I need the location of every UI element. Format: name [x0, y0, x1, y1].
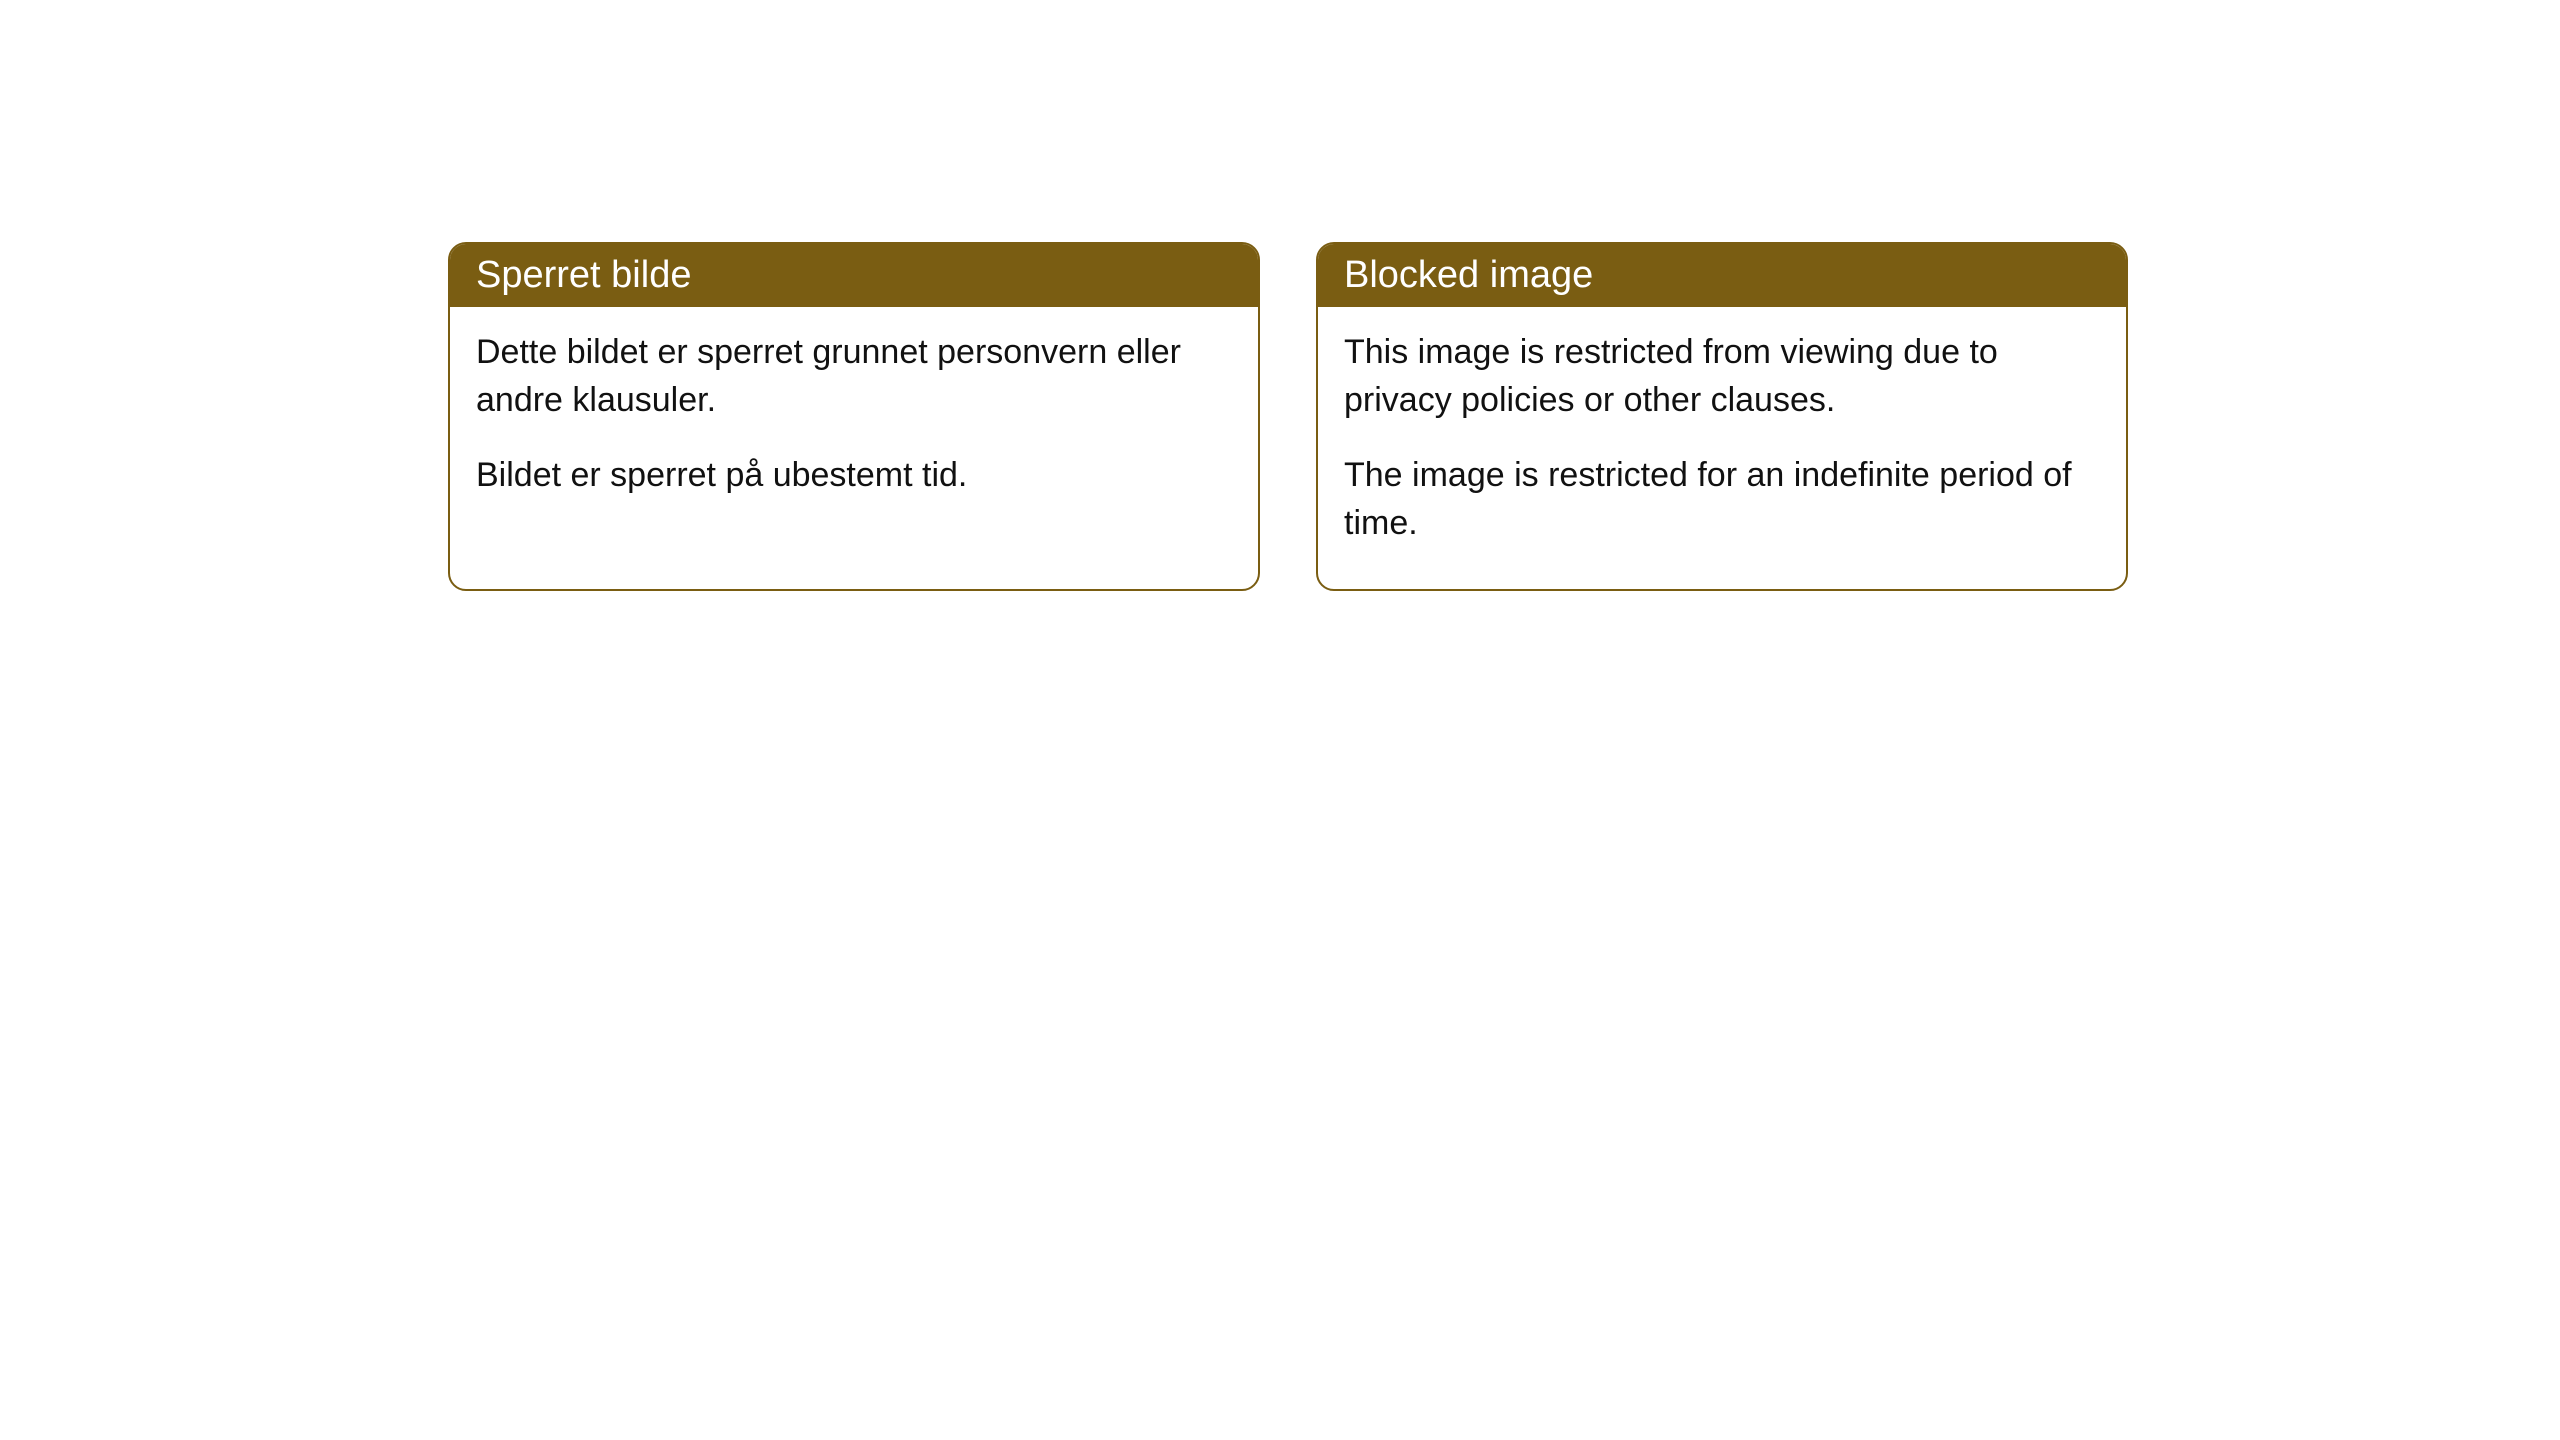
card-title: Sperret bilde [476, 254, 691, 296]
cards-container: Sperret bilde Dette bildet er sperret gr… [0, 0, 2560, 591]
card-paragraph-2: Bildet er sperret på ubestemt tid. [476, 452, 1232, 500]
card-body-norwegian: Dette bildet er sperret grunnet personve… [450, 307, 1258, 542]
card-header-norwegian: Sperret bilde [450, 244, 1258, 307]
blocked-image-card-norwegian: Sperret bilde Dette bildet er sperret gr… [448, 242, 1260, 591]
card-header-english: Blocked image [1318, 244, 2126, 307]
card-paragraph-1: This image is restricted from viewing du… [1344, 329, 2100, 424]
card-paragraph-1: Dette bildet er sperret grunnet personve… [476, 329, 1232, 424]
card-paragraph-2: The image is restricted for an indefinit… [1344, 452, 2100, 547]
blocked-image-card-english: Blocked image This image is restricted f… [1316, 242, 2128, 591]
card-body-english: This image is restricted from viewing du… [1318, 307, 2126, 589]
card-title: Blocked image [1344, 254, 1593, 296]
